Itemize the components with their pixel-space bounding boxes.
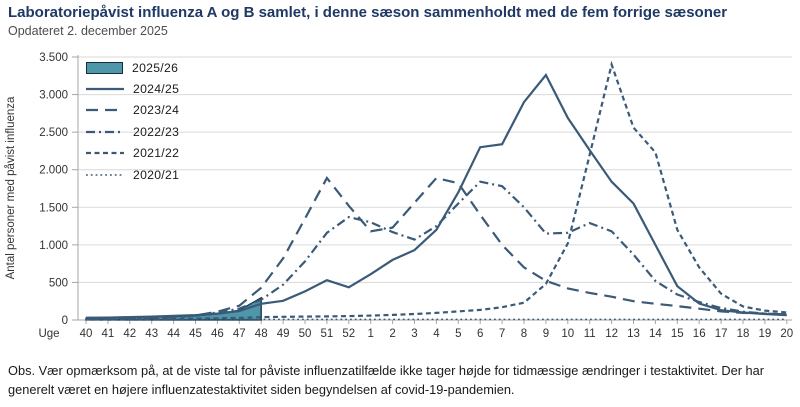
x-tick-label: 47 [233, 328, 246, 340]
x-tick-label: 7 [499, 328, 505, 340]
legend-swatch-2024-25 [86, 87, 124, 91]
x-tick-label: 44 [167, 328, 180, 340]
legend-item-2023-24: 2023/24 [86, 100, 179, 121]
legend-swatch-2022-23 [86, 130, 124, 133]
x-axis-title: Uge [38, 328, 59, 340]
x-tick-label: 40 [80, 328, 93, 340]
x-tick-label: 18 [737, 328, 750, 340]
x-tick-label: 5 [455, 328, 461, 340]
x-tick-label: 51 [321, 328, 334, 340]
legend-swatch-2020-21 [86, 173, 124, 176]
influenza-seasons-chart: 0 500 1.000 1.500 2.000 2.500 3.000 3.500 40 41 42… [0, 45, 800, 350]
x-tick-label: 2 [389, 328, 395, 340]
x-tick-label: 3 [411, 328, 417, 340]
x-tick-label: 10 [561, 328, 574, 340]
y-tick-label: 2.500 [39, 127, 68, 139]
x-tick-label: 8 [521, 328, 527, 340]
x-tick-label: 50 [299, 328, 312, 340]
legend-item-2021-22: 2021/22 [86, 143, 179, 164]
x-tick-label: 4 [433, 328, 440, 340]
y-tick-label: 500 [49, 277, 68, 289]
series-2022-23 [85, 180, 787, 320]
y-tick-label: 1.000 [39, 240, 68, 252]
legend-label: 2020/21 [133, 167, 180, 182]
y-tick-label: 3.000 [39, 90, 68, 102]
x-tick-label: 49 [277, 328, 290, 340]
legend-swatch-2021-22 [86, 152, 124, 155]
series-2021-22 [86, 60, 787, 321]
x-tick-label: 46 [211, 328, 224, 340]
x-tick-label: 16 [693, 328, 706, 340]
x-tick-label: 15 [671, 328, 684, 340]
x-tick-label: 42 [123, 328, 136, 340]
chart-title: Laboratoriepåvist influenza A og B samle… [8, 4, 728, 21]
series-2024-25 [85, 72, 787, 319]
chart-subtitle: Opdateret 2. december 2025 [8, 24, 168, 38]
x-tick-label: 41 [102, 328, 115, 340]
x-tick-label: 13 [627, 328, 640, 340]
legend-item-2022-23: 2022/23 [86, 121, 179, 142]
x-tick-label: 19 [759, 328, 772, 340]
x-tick-label: 11 [584, 328, 596, 340]
legend-swatch-2023-24 [86, 109, 124, 112]
legend-item-2024-25: 2024/25 [86, 78, 179, 99]
legend-label: 2023/24 [133, 103, 180, 118]
x-tick-label: 9 [543, 328, 549, 340]
x-tick-label: 45 [189, 328, 202, 340]
series-2020-21 [85, 318, 787, 321]
y-tick-label: 2.000 [39, 165, 68, 177]
x-tick-label: 14 [649, 328, 662, 340]
legend-label: 2022/23 [133, 124, 180, 139]
legend-label: 2024/25 [133, 82, 180, 97]
legend-label: 2025/26 [132, 60, 179, 75]
x-tick-label: 43 [145, 328, 158, 340]
y-tick-label: 1.500 [39, 202, 68, 214]
legend-swatch-2025-26 [86, 61, 123, 74]
x-tick-label: 52 [342, 328, 355, 340]
legend-item-2025-26: 2025/26 [86, 57, 179, 78]
x-tick-label: 6 [477, 328, 483, 340]
y-tick-label: 0 [62, 315, 68, 327]
y-axis-title: Antal personer med påvist influenza [5, 96, 17, 279]
x-tick-label: 20 [780, 328, 793, 340]
x-tick-label: 12 [605, 328, 618, 340]
y-tick-label: 3.500 [39, 52, 68, 64]
legend-label: 2021/22 [133, 146, 180, 161]
series-2023-24 [85, 176, 787, 321]
footer-note: Obs. Vær opmærksom på, at de viste tal f… [8, 363, 765, 397]
legend-item-2020-21: 2020/21 [86, 164, 179, 185]
x-tick-label: 1 [367, 328, 373, 340]
x-tick-label: 48 [255, 328, 268, 340]
x-tick-label: 17 [715, 328, 728, 340]
chart-legend: 2025/26 2024/25 2023/24 2022/23 2021/22 2020/… [86, 57, 179, 185]
